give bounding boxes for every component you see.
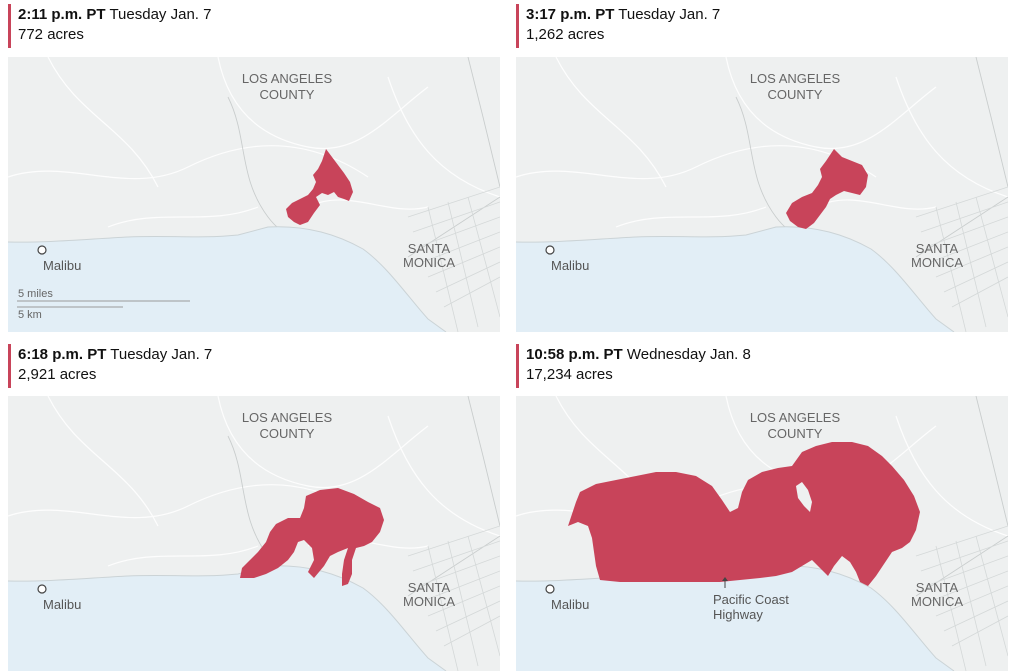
panel-time: 6:18 p.m. PT — [18, 346, 107, 363]
map-panel-3: 6:18 p.m. PT Tuesday Jan. 7 2,921 acres — [8, 344, 500, 671]
panel-date: Tuesday Jan. 7 — [109, 6, 212, 23]
county-label: LOS ANGELES — [242, 71, 333, 86]
fire-map: LOS ANGELES COUNTY Malibu SANTA MONICA P… — [516, 396, 1008, 671]
city-label-monica: MONICA — [403, 594, 455, 609]
highway-label: Pacific Coast — [713, 592, 789, 607]
city-label-malibu: Malibu — [551, 258, 589, 273]
county-label-2: COUNTY — [768, 426, 823, 441]
panel-header: 3:17 p.m. PT Tuesday Jan. 7 1,262 acres — [516, 4, 1008, 48]
county-label-2: COUNTY — [260, 426, 315, 441]
map-panel-2: 3:17 p.m. PT Tuesday Jan. 7 1,262 acres — [516, 4, 1008, 332]
county-label-2: COUNTY — [768, 87, 823, 102]
city-label-malibu: Malibu — [43, 258, 81, 273]
panel-time: 2:11 p.m. PT — [18, 6, 106, 23]
fire-map: LOS ANGELES COUNTY Malibu SANTA MONICA 5… — [8, 57, 500, 332]
panel-date: Wednesday Jan. 8 — [626, 346, 751, 363]
panel-time: 10:58 p.m. PT — [526, 346, 623, 363]
county-label-2: COUNTY — [260, 87, 315, 102]
city-label-santa: SANTA — [408, 580, 451, 595]
city-label-malibu: Malibu — [551, 597, 589, 612]
county-label: LOS ANGELES — [242, 410, 333, 425]
panel-time: 3:17 p.m. PT — [526, 6, 615, 23]
city-label-malibu: Malibu — [43, 597, 81, 612]
map-panel-1: 2:11 p.m. PT Tuesday Jan. 7 772 acres — [8, 4, 500, 332]
county-label: LOS ANGELES — [750, 410, 841, 425]
panel-date: Tuesday Jan. 7 — [110, 346, 213, 363]
panel-acres: 772 acres — [18, 26, 84, 43]
panel-header: 6:18 p.m. PT Tuesday Jan. 7 2,921 acres — [8, 344, 500, 388]
city-label-monica: MONICA — [403, 255, 455, 270]
county-label: LOS ANGELES — [750, 71, 841, 86]
city-label-santa: SANTA — [916, 580, 959, 595]
city-label-santa: SANTA — [408, 241, 451, 256]
panel-acres: 2,921 acres — [18, 366, 97, 383]
panel-date: Tuesday Jan. 7 — [618, 6, 721, 23]
fire-map: LOS ANGELES COUNTY Malibu SANTA MONICA — [516, 57, 1008, 332]
scale-miles-label: 5 miles — [18, 288, 53, 300]
panel-acres: 17,234 acres — [526, 366, 613, 383]
fire-map: LOS ANGELES COUNTY Malibu SANTA MONICA — [8, 396, 500, 671]
city-label-monica: MONICA — [911, 594, 963, 609]
panel-acres: 1,262 acres — [526, 26, 605, 43]
map-panel-4: 10:58 p.m. PT Wednesday Jan. 8 17,234 ac… — [516, 344, 1008, 671]
scale-km-label: 5 km — [18, 309, 42, 321]
panel-header: 10:58 p.m. PT Wednesday Jan. 8 17,234 ac… — [516, 344, 1008, 388]
panel-header: 2:11 p.m. PT Tuesday Jan. 7 772 acres — [8, 4, 500, 48]
city-label-santa: SANTA — [916, 241, 959, 256]
city-label-monica: MONICA — [911, 255, 963, 270]
highway-label-2: Highway — [713, 607, 763, 622]
